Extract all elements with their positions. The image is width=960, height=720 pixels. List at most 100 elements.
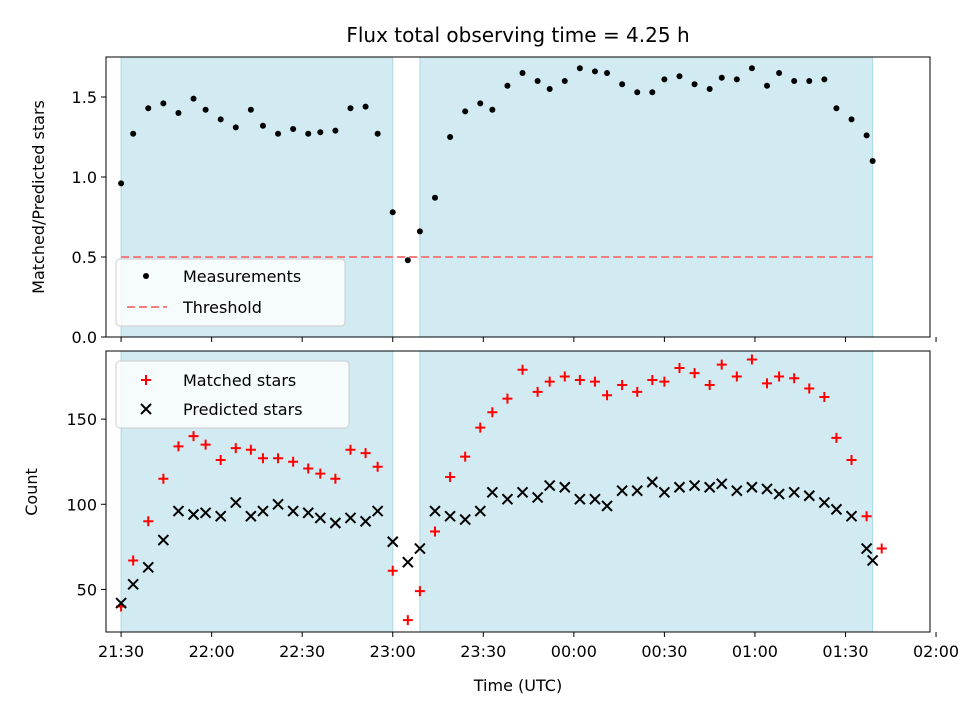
- data-point: [589, 376, 600, 387]
- data-point: [574, 493, 586, 505]
- data-point: [716, 359, 727, 370]
- data-point: [534, 78, 541, 84]
- data-point: [762, 378, 773, 389]
- data-point: [658, 486, 671, 499]
- matched-stars-series: [116, 354, 887, 626]
- y-tick-label: 0.5: [72, 248, 97, 267]
- data-point: [860, 542, 873, 555]
- bottom-plot-frame: [105, 350, 931, 633]
- data-point: [845, 510, 858, 522]
- legend-box: [115, 258, 346, 327]
- data-point: [804, 383, 815, 394]
- data-point: [761, 483, 773, 495]
- data-point: [389, 209, 396, 216]
- data-point: [647, 374, 658, 385]
- legend-box: [115, 360, 350, 429]
- data-point: [414, 586, 425, 597]
- y-tick-label: 100: [66, 495, 97, 514]
- data-point: [414, 542, 426, 555]
- legend-marker-matched: [141, 375, 151, 385]
- data-point: [531, 491, 544, 504]
- top-legend: Measurements Threshold: [115, 258, 346, 327]
- data-point: [128, 555, 139, 566]
- data-point: [305, 130, 312, 137]
- data-point: [445, 472, 456, 483]
- y-tick-label: 0.0: [72, 328, 97, 347]
- data-point: [187, 508, 200, 521]
- data-point: [731, 484, 743, 497]
- data-point: [619, 81, 626, 88]
- data-point: [273, 453, 284, 464]
- top-shaded-regions: [120, 56, 874, 338]
- data-point: [200, 439, 211, 450]
- data-point: [703, 481, 716, 493]
- data-point: [175, 110, 182, 116]
- data-point: [676, 73, 683, 80]
- data-point: [634, 89, 641, 96]
- data-point: [487, 407, 498, 418]
- data-point: [774, 371, 785, 382]
- data-point: [733, 76, 740, 83]
- data-point: [477, 100, 484, 107]
- data-point: [402, 556, 414, 568]
- data-point: [290, 126, 297, 132]
- data-point: [543, 479, 556, 492]
- data-point: [746, 481, 758, 493]
- data-point: [160, 100, 167, 107]
- top-panel: 0.0 0.5 1.0 1.5 Matched/Predicted stars Mea…: [29, 56, 937, 347]
- measurements-series: [118, 65, 876, 264]
- data-point: [869, 158, 876, 164]
- data-point: [791, 78, 798, 84]
- data-point: [362, 103, 369, 110]
- data-point: [517, 364, 528, 375]
- data-point: [259, 122, 266, 129]
- data-point: [230, 443, 241, 454]
- data-point: [689, 368, 700, 379]
- data-point: [329, 517, 342, 529]
- x-tick-label: 01:00: [732, 642, 778, 661]
- bottom-x-axis-ticks: 21:30 22:00 22:30 23:00 23:30 00:00 00:30 01:00…: [98, 632, 959, 661]
- data-point: [646, 476, 659, 488]
- data-point: [632, 386, 643, 397]
- data-point: [546, 86, 553, 92]
- data-point: [691, 81, 698, 88]
- data-point: [245, 510, 257, 522]
- data-point: [661, 76, 668, 83]
- y-tick-label: 150: [66, 410, 97, 429]
- data-point: [314, 512, 327, 524]
- data-point: [217, 116, 224, 123]
- data-point: [821, 76, 828, 83]
- data-point: [387, 536, 399, 548]
- data-point: [202, 106, 209, 113]
- x-tick-label: 21:30: [98, 642, 144, 661]
- data-point: [789, 373, 800, 384]
- data-point: [731, 371, 742, 382]
- data-point: [130, 130, 137, 137]
- data-point: [142, 561, 154, 573]
- data-point: [504, 82, 511, 89]
- data-point: [544, 376, 555, 387]
- data-point: [315, 468, 326, 479]
- data-point: [831, 432, 842, 443]
- x-tick-label: 00:30: [641, 642, 687, 661]
- legend-label-threshold: Threshold: [182, 298, 262, 317]
- data-point: [631, 484, 643, 497]
- data-point: [460, 451, 471, 462]
- data-point: [773, 488, 785, 500]
- bottom-x-axis-label: Time (UTC): [473, 676, 562, 695]
- data-point: [486, 486, 499, 499]
- data-point: [145, 105, 152, 112]
- data-point: [158, 473, 169, 484]
- legend-marker-predicted: [140, 403, 152, 415]
- data-point: [501, 493, 514, 505]
- data-point: [402, 615, 413, 626]
- data-point: [199, 507, 212, 519]
- bottom-y-axis-label: Count: [22, 468, 41, 516]
- data-point: [746, 354, 757, 365]
- data-point: [215, 454, 226, 465]
- data-point: [830, 503, 843, 516]
- data-point: [866, 554, 879, 567]
- top-plot-frame: [105, 56, 931, 338]
- data-point: [404, 257, 411, 264]
- data-point: [330, 473, 341, 484]
